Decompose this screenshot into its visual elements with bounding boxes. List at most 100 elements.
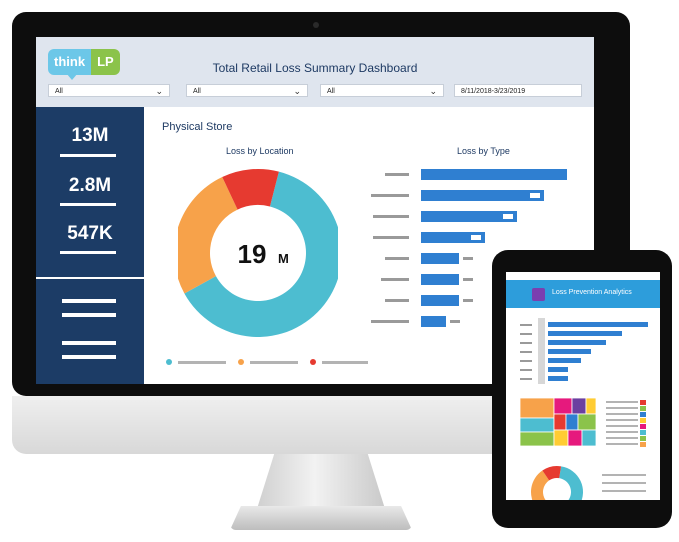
donut-center-unit: M [278, 251, 289, 266]
treemap-cell-1 [520, 417, 555, 433]
bar-category-label [371, 194, 409, 197]
tablet-bar-4 [548, 358, 581, 363]
bar-0[interactable] [421, 169, 567, 180]
bar-2[interactable] [421, 211, 517, 222]
treemap-cell-3 [553, 398, 573, 415]
bar-category-label [381, 278, 409, 281]
tablet-bar-label [520, 324, 532, 326]
tablet-bar-label [520, 360, 532, 362]
tablet-legend-swatch [640, 436, 646, 441]
treemap-cell-9 [553, 429, 569, 446]
tablet-legend-label [606, 437, 638, 439]
bar-category-label [385, 299, 409, 302]
legend-label [322, 361, 368, 364]
dashboard-header: think LP Total Retail Loss Summary Dashb… [36, 37, 594, 107]
bar-value-label [450, 320, 460, 323]
logo-think: think [48, 49, 92, 75]
tablet-bar-label [520, 369, 532, 371]
stat-underline [60, 203, 116, 206]
stat-underline [60, 154, 116, 157]
tablet-donut [531, 466, 583, 500]
tablet-bar-axis [538, 318, 545, 384]
tablet-bar-0 [548, 322, 648, 327]
tablet-screen: Loss Prevention Analytics [506, 272, 660, 500]
treemap-cell-0 [520, 398, 555, 419]
filter-value: All [55, 88, 63, 95]
treemap-cell-8 [577, 413, 596, 431]
date-range-field[interactable]: 8/11/2018-3/23/2019 [454, 84, 582, 97]
bar-value-label [463, 257, 473, 260]
treemap-cell-4 [571, 398, 587, 415]
tablet-bar-3 [548, 349, 591, 354]
app-logo-icon [532, 288, 545, 301]
placeholder-bar [62, 355, 116, 359]
loss-by-location-title: Loss by Location [226, 146, 294, 156]
legend-dot-red [310, 359, 316, 365]
tablet-donut-legend [602, 474, 646, 476]
legend-label [250, 361, 298, 364]
tablet-legend-swatch [640, 406, 646, 411]
treemap-cell-7 [565, 413, 579, 431]
filter-dropdown-2[interactable]: All ⌄ [186, 84, 308, 97]
donut-slice-0 [184, 171, 338, 337]
bar-value-label [463, 299, 473, 302]
thinklp-logo[interactable]: think LP [48, 49, 120, 75]
tablet-treemap [520, 398, 596, 446]
bar-category-label [373, 236, 409, 239]
loss-by-location-donut: 19 M [178, 169, 338, 337]
bar-3[interactable] [421, 232, 485, 243]
legend-dot-teal [166, 359, 172, 365]
filter-value: All [327, 88, 335, 95]
bar-7[interactable] [421, 316, 446, 327]
placeholder-bar [62, 299, 116, 303]
bar-4[interactable] [421, 253, 459, 264]
stat-value-2: 2.8M [68, 175, 112, 196]
tablet-bar-2 [548, 340, 606, 345]
tablet-legend-label [606, 407, 638, 409]
tablet-bar-label [520, 378, 532, 380]
donut-slice-1 [531, 470, 550, 500]
bar-category-label [385, 173, 409, 176]
tablet-bar-6 [548, 376, 568, 381]
bar-value-label [471, 235, 481, 240]
tablet-legend-label [606, 443, 638, 445]
tablet-legend-swatch [640, 430, 646, 435]
tablet-title: Loss Prevention Analytics [552, 289, 632, 296]
bar-5[interactable] [421, 274, 459, 285]
tablet-legend-label [606, 413, 638, 415]
donut-slice-0 [559, 466, 583, 500]
monitor-stand-foot [230, 506, 412, 530]
camera-icon [313, 22, 319, 28]
filter-dropdown-3[interactable]: All ⌄ [320, 84, 444, 97]
treemap-cell-5 [585, 398, 596, 415]
chevron-down-icon: ⌄ [293, 86, 301, 96]
tablet-donut-legend [602, 482, 646, 484]
placeholder-bar [62, 313, 116, 317]
treemap-cell-10 [567, 429, 583, 446]
chevron-down-icon: ⌄ [155, 86, 163, 96]
filter-dropdown-1[interactable]: All ⌄ [48, 84, 170, 97]
tablet-bar-label [520, 333, 532, 335]
donut-slice-2 [542, 466, 562, 481]
donut-slice-1 [178, 176, 238, 294]
bar-value-label [503, 214, 513, 219]
filter-value: All [193, 88, 201, 95]
bar-1[interactable] [421, 190, 544, 201]
bar-value-label [463, 278, 473, 281]
tablet-legend-swatch [640, 412, 646, 417]
tablet-legend-swatch [640, 418, 646, 423]
bar-value-label [530, 193, 540, 198]
placeholder-bar [62, 341, 116, 345]
stat-panel-lower [36, 279, 144, 384]
bar-6[interactable] [421, 295, 459, 306]
tablet-legend-swatch [640, 442, 646, 447]
tablet-legend-swatch [640, 400, 646, 405]
bar-category-label [371, 320, 409, 323]
section-title: Physical Store [162, 121, 233, 133]
bar-category-label [373, 215, 409, 218]
tablet-bar-label [520, 342, 532, 344]
stat-value-3: 547K [67, 223, 113, 244]
logo-speech-tail [66, 73, 78, 80]
stat-value-1: 13M [71, 125, 109, 146]
donut-center-value: 19 [238, 239, 267, 269]
